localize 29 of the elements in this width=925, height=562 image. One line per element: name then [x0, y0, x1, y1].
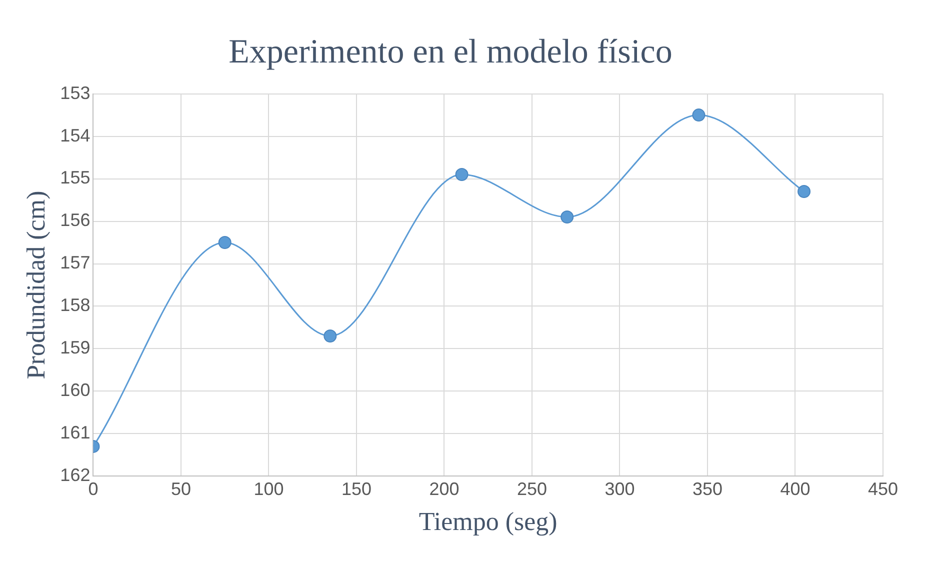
x-tick-label: 200 [429, 478, 460, 499]
x-tick-label: 450 [868, 478, 898, 499]
point [324, 329, 337, 342]
x-tick-label: 100 [254, 478, 284, 499]
y-tick-label: 157 [60, 252, 90, 273]
y-axis-title: Produndidad (cm) [21, 190, 50, 380]
y-tick-label: 158 [60, 295, 90, 316]
y-tick-label: 159 [60, 338, 90, 358]
chart-title: Experimento en el modelo físico [228, 33, 672, 70]
x-tick-label: 400 [780, 478, 810, 499]
point [798, 185, 811, 198]
point [692, 108, 706, 122]
x-axis-title: Tiempo (seg) [418, 507, 558, 536]
x-tick-label: 0 [88, 478, 98, 499]
x-tick-label: 350 [692, 478, 723, 499]
y-tick-label: 161 [60, 422, 90, 443]
x-tick-label: 250 [516, 478, 548, 499]
y-tick-label: 154 [60, 125, 90, 146]
y-tick-label: 153 [60, 82, 90, 103]
x-tick-label: 300 [604, 478, 635, 499]
point [455, 168, 468, 182]
x-tick-label: 150 [341, 478, 372, 499]
x-tick-label: 50 [170, 478, 191, 499]
y-tick-label: 162 [60, 465, 90, 486]
point [218, 236, 232, 250]
y-tick-label: 156 [60, 210, 90, 230]
point [560, 210, 574, 224]
y-tick-label: 160 [60, 380, 90, 400]
y-tick-label: 155 [60, 168, 90, 188]
